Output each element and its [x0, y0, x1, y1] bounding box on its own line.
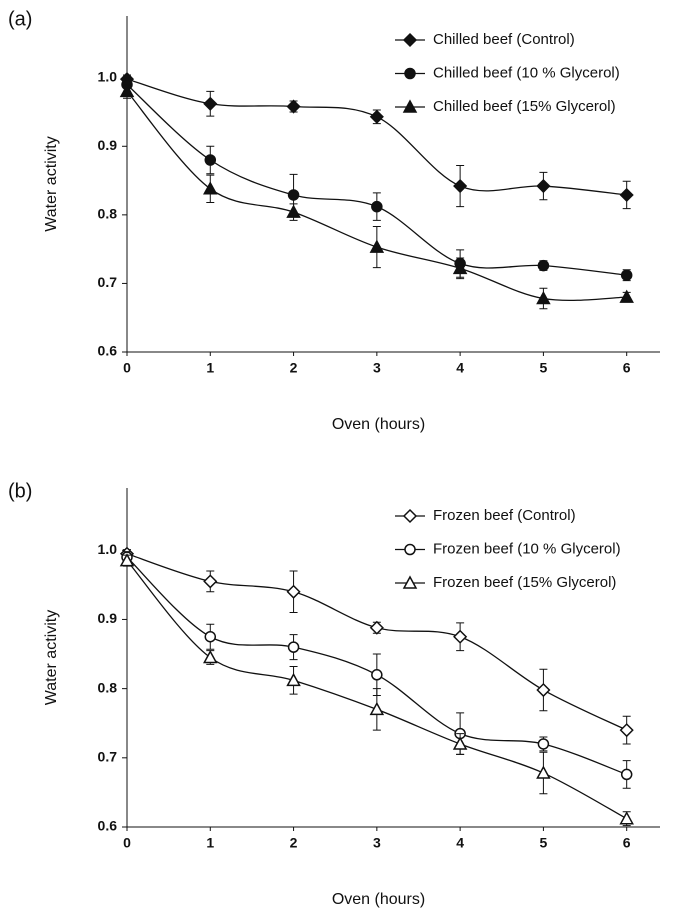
- legend-marker: [404, 510, 416, 522]
- data-point: [621, 724, 633, 736]
- legend-marker: [404, 34, 416, 46]
- data-point: [371, 241, 383, 252]
- x-tick-label: 2: [290, 360, 298, 376]
- x-tick-label: 0: [123, 835, 131, 851]
- legend-label: Frozen beef (15% Glycerol): [433, 574, 616, 591]
- figure: (a) 0.6 0.7 0.8 0.9 1.0 0 1 2 3 4 5 6 Oven (hours) Wat…: [0, 0, 685, 912]
- x-tick-label: 4: [456, 835, 464, 851]
- legend-marker: [405, 69, 415, 79]
- y-tick-label: 0.7: [98, 749, 118, 765]
- y-tick-label: 0.6: [98, 343, 118, 359]
- data-point: [288, 674, 300, 685]
- x-tick-label: 5: [540, 835, 548, 851]
- data-point: [371, 622, 383, 634]
- y-tick-label: 0.8: [98, 206, 118, 222]
- x-tick-label: 0: [123, 360, 131, 376]
- data-point: [538, 261, 548, 271]
- data-point: [204, 98, 216, 110]
- x-axis-title: Oven (hours): [332, 416, 425, 433]
- data-point: [288, 206, 300, 217]
- panel-label: (a): [8, 8, 32, 30]
- data-point: [537, 684, 549, 696]
- data-point: [454, 631, 466, 643]
- y-tick-label: 0.6: [98, 818, 118, 834]
- legend-marker: [405, 545, 415, 555]
- y-tick-label: 1.0: [98, 541, 118, 557]
- data-point: [372, 202, 382, 212]
- y-tick-label: 0.7: [98, 274, 118, 290]
- x-tick-label: 1: [206, 360, 214, 376]
- x-tick-label: 5: [540, 360, 548, 376]
- data-point: [372, 670, 382, 680]
- x-axis-title: Oven (hours): [332, 891, 425, 908]
- data-point: [537, 180, 549, 192]
- x-tick-label: 2: [290, 835, 298, 851]
- data-point: [621, 813, 633, 824]
- x-tick-label: 1: [206, 835, 214, 851]
- y-tick-label: 0.9: [98, 610, 118, 626]
- data-point: [204, 652, 216, 663]
- data-point: [538, 739, 548, 749]
- series-line: [127, 79, 627, 195]
- data-point: [205, 632, 215, 642]
- legend-label: Frozen beef (Control): [433, 507, 576, 524]
- data-point: [204, 575, 216, 587]
- x-tick-label: 6: [623, 835, 631, 851]
- x-tick-label: 6: [623, 360, 631, 376]
- data-point: [288, 586, 300, 598]
- data-point: [288, 101, 300, 113]
- data-point: [622, 769, 632, 779]
- data-point: [621, 291, 633, 302]
- y-axis-title: Water activity: [43, 610, 60, 705]
- data-point: [622, 270, 632, 280]
- data-point: [537, 767, 549, 778]
- data-point: [205, 155, 215, 165]
- legend-label: Frozen beef (10 % Glycerol): [433, 540, 621, 557]
- data-point: [289, 190, 299, 200]
- data-point: [371, 703, 383, 714]
- data-point: [454, 738, 466, 749]
- y-tick-label: 1.0: [98, 68, 118, 84]
- legend-label: Chilled beef (Control): [433, 31, 575, 48]
- data-point: [371, 111, 383, 123]
- legend-label: Chilled beef (10 % Glycerol): [433, 64, 620, 81]
- data-point: [204, 183, 216, 194]
- data-point: [454, 180, 466, 192]
- data-point: [621, 189, 633, 201]
- legend-label: Chilled beef (15% Glycerol): [433, 98, 616, 115]
- x-tick-label: 3: [373, 835, 381, 851]
- y-axis-title: Water activity: [43, 136, 60, 231]
- y-tick-label: 0.8: [98, 679, 118, 695]
- data-point: [289, 642, 299, 652]
- y-tick-label: 0.9: [98, 137, 118, 153]
- x-tick-label: 4: [456, 360, 464, 376]
- x-tick-label: 3: [373, 360, 381, 376]
- panel-label: (b): [8, 480, 32, 502]
